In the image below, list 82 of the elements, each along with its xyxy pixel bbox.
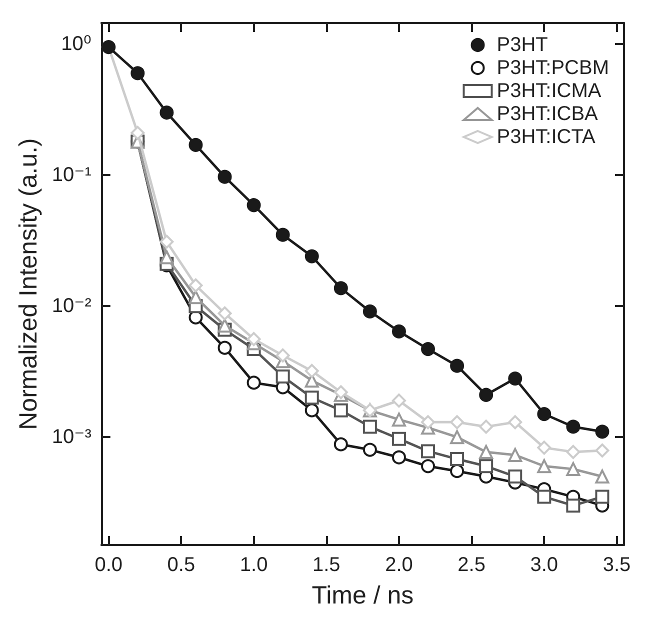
point: [334, 403, 348, 418]
legend-label: P3HT:ICBA: [496, 103, 599, 125]
point: [566, 420, 580, 434]
point: [450, 415, 464, 430]
point: [276, 228, 290, 242]
x-tick-label: 3.5: [602, 554, 631, 576]
point: [508, 415, 522, 430]
point: [392, 394, 406, 408]
legend-label: P3HT:PCBM: [496, 57, 610, 79]
y-tick-label: 10⁻¹: [52, 164, 92, 186]
point: [188, 138, 203, 152]
y-axis-title: Normalized Intensity (a.u.): [14, 138, 42, 430]
point: [537, 490, 552, 504]
point: [566, 444, 580, 459]
x-tick-label: 3.0: [530, 554, 558, 576]
point: [421, 342, 436, 356]
point: [450, 452, 464, 466]
point: [130, 126, 145, 140]
y-tick-label: 10⁻³: [52, 426, 92, 448]
point: [479, 459, 494, 474]
point: [246, 376, 261, 390]
point: [362, 420, 377, 434]
x-tick-label: 2.0: [385, 554, 413, 576]
point: [595, 443, 610, 458]
point: [421, 459, 436, 474]
x-tick-label: 1.0: [240, 554, 268, 576]
point: [537, 459, 552, 474]
point: [450, 358, 464, 373]
point: [218, 340, 232, 355]
x-tick-label: 0.5: [167, 554, 196, 576]
point: [537, 407, 552, 422]
point: [508, 470, 522, 484]
point: [392, 412, 406, 427]
point: [218, 170, 232, 184]
point: [421, 415, 436, 430]
point: [479, 420, 494, 434]
point: [392, 324, 406, 338]
point: [160, 106, 174, 120]
point: [595, 490, 610, 504]
point: [188, 278, 203, 292]
point: [130, 66, 145, 80]
point: [276, 348, 290, 362]
point: [304, 249, 319, 264]
point: [304, 364, 319, 378]
x-tick-label: 0.0: [94, 554, 123, 576]
point: [450, 430, 464, 444]
point: [508, 448, 522, 462]
point: [160, 234, 174, 249]
point: [362, 304, 377, 318]
point: [334, 437, 348, 452]
point: [508, 372, 522, 386]
point: [566, 462, 580, 476]
x-tick-label: 2.5: [458, 554, 486, 576]
point: [246, 198, 261, 212]
point: [595, 424, 610, 439]
point: [334, 281, 348, 296]
legend-label: P3HT: [496, 34, 548, 56]
point: [246, 332, 261, 346]
point: [218, 306, 232, 320]
point: [392, 432, 406, 446]
point: [304, 403, 319, 418]
x-tick-label: 1.5: [312, 554, 340, 576]
legend-label: P3HT:ICMA: [496, 80, 602, 102]
y-tick-label: 10⁰: [61, 33, 92, 56]
point: [334, 385, 348, 400]
point: [218, 318, 232, 333]
point: [537, 440, 552, 455]
point: [362, 442, 377, 457]
point: [479, 444, 494, 459]
point: [479, 388, 494, 402]
point: [421, 444, 436, 458]
point: [276, 370, 290, 384]
point: [392, 450, 406, 464]
x-axis-title: Time / ns: [312, 582, 414, 610]
legend-label: P3HT:ICTA: [496, 126, 596, 148]
point: [566, 498, 580, 513]
point: [450, 464, 464, 478]
point: [595, 470, 610, 484]
point: [160, 250, 174, 264]
point: [304, 390, 319, 405]
y-tick-label: 10⁻²: [52, 295, 92, 318]
point: [188, 290, 203, 304]
